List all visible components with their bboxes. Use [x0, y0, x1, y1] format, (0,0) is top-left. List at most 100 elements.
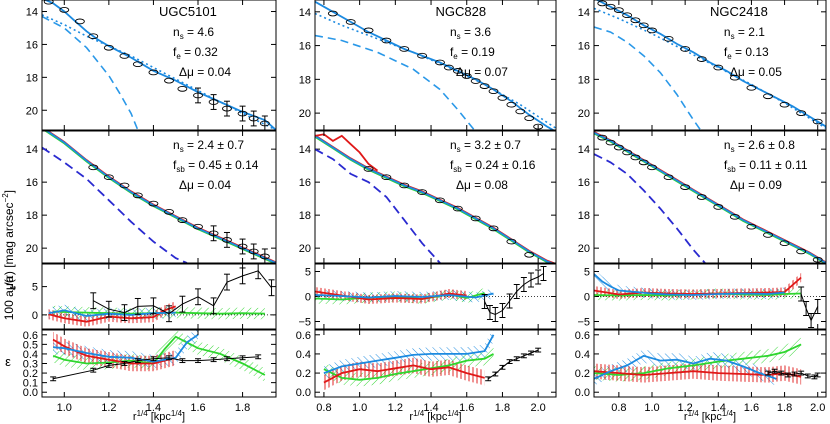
f-symbol: f	[724, 158, 728, 172]
data-point	[524, 251, 535, 258]
data-point	[119, 182, 130, 189]
data-point	[43, 0, 54, 5]
a4-series	[42, 264, 276, 327]
xlabel-r: r	[133, 411, 137, 423]
data-point	[713, 204, 724, 210]
galaxy-name: NGC828	[436, 4, 487, 19]
data-point	[524, 115, 535, 122]
second-y-tick-label: 18	[299, 210, 311, 222]
annotation-ns: ns = 2.1	[724, 25, 765, 41]
x-tick-label: 1.0	[57, 402, 72, 414]
eps-y-tick-label: 0.3	[23, 359, 38, 371]
annotation-dmu: Δμ = 0.07	[456, 65, 508, 79]
a4-series	[594, 269, 826, 328]
data-point	[381, 37, 392, 44]
total-fit-line	[315, 135, 555, 263]
data-point	[763, 93, 773, 100]
f-sub: e	[176, 52, 181, 61]
data-point	[103, 174, 114, 181]
eps-series	[323, 330, 542, 391]
ellipticity-panel: 0.00.10.20.30.40.50.61.0 1.2 1.4 1.6 1.8r1/4…	[23, 329, 277, 423]
second-series	[42, 131, 276, 263]
annotation-f: fe = 0.32	[173, 45, 218, 61]
f-symbol: f	[173, 45, 177, 59]
xlabel-close: ]	[459, 411, 462, 423]
blue-line	[315, 292, 494, 299]
f-value: = 0.45 ± 0.14	[185, 158, 259, 172]
ns-sub: s	[180, 32, 184, 41]
a4-y-tick-label: 5	[305, 267, 311, 279]
ylabel-mu-close: ]	[2, 190, 16, 193]
ns-symbol: n	[173, 138, 180, 152]
x-tick-label: 1.8	[495, 402, 510, 414]
blue-line	[323, 334, 495, 374]
second-y-tick-label: 18	[578, 210, 590, 222]
data-point	[132, 192, 143, 199]
top-series	[594, 0, 826, 130]
second-y-tick-label: 14	[578, 144, 590, 156]
ylabel-a4-main: 100 a	[2, 290, 16, 320]
annotation-dmu: Δμ = 0.04	[179, 178, 231, 192]
xlabel-unit: [kpc	[699, 411, 723, 423]
bulge-dashed-line	[42, 15, 139, 130]
surface-brightness-panel: 14 16 18 20 NGC828 ns = 3.6 fe = 0.19 Δμ = 0.07	[299, 0, 557, 131]
eps-y-tick-label: 0.4	[296, 349, 311, 361]
data-point	[613, 144, 624, 151]
x-tick-label: 1.4	[146, 402, 161, 414]
x-tick-label: 1.4	[423, 402, 438, 414]
data-point	[597, 134, 608, 141]
x-tick-label: 1.0	[644, 402, 659, 414]
annotation-f: fe = 0.13	[724, 45, 769, 61]
f-symbol: f	[724, 45, 728, 59]
data-point	[506, 101, 517, 108]
annotation-f: fsb = 0.45 ± 0.14	[173, 158, 259, 174]
data-point	[452, 68, 463, 74]
data-point	[746, 84, 757, 91]
data-point	[74, 18, 85, 25]
f-value: = 0.19	[458, 45, 495, 59]
annotation-ns: ns = 3.6	[450, 25, 491, 41]
blue-line	[53, 334, 199, 363]
disk-dotted-line	[315, 12, 556, 129]
data-point	[506, 238, 517, 245]
panel-frame	[314, 329, 557, 398]
green-line	[52, 335, 266, 376]
total-fit-line	[43, 0, 276, 130]
x-tick-label: 0.8	[611, 402, 626, 414]
data-point	[435, 59, 445, 66]
data-point	[663, 35, 674, 42]
data-point	[435, 197, 445, 204]
data-point	[88, 33, 99, 40]
data-point	[630, 17, 641, 24]
ns-symbol: n	[450, 138, 457, 152]
x-tick-label: 1.6	[744, 402, 759, 414]
data-point	[779, 240, 790, 247]
data-point	[119, 53, 130, 59]
x-tick-label: 1.0	[352, 402, 367, 414]
red-line	[323, 364, 485, 384]
ns-sub: s	[180, 145, 184, 154]
ns-sub: s	[457, 145, 461, 154]
eps-y-tick-label: 0.0	[575, 387, 590, 399]
panel-frame	[41, 0, 277, 131]
blue-line	[594, 354, 777, 380]
ns-symbol: n	[724, 138, 731, 152]
x-tick-label: 0.8	[316, 402, 331, 414]
a4-y-tick-label: 0	[305, 292, 311, 304]
data-point	[345, 19, 356, 25]
data-point	[470, 215, 481, 222]
ns-symbol: n	[173, 25, 180, 39]
data-point	[680, 46, 691, 52]
panel-frame	[593, 329, 827, 398]
data-point	[663, 174, 674, 181]
annotation-f: fsb = 0.24 ± 0.16	[450, 158, 536, 174]
eps-y-tick-label: 0.4	[575, 349, 590, 361]
eps-y-tick-label: 0.0	[23, 387, 38, 399]
data-point	[417, 189, 428, 195]
ns-sub: s	[457, 32, 461, 41]
eps-series	[50, 330, 266, 382]
xlabel-unit-sup: 1/4	[171, 409, 183, 418]
black-line	[52, 356, 259, 380]
data-point	[470, 78, 481, 84]
